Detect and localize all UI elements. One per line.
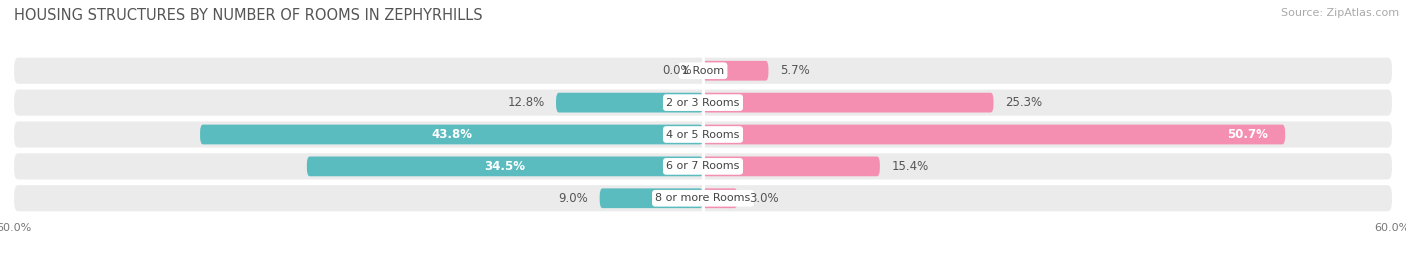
FancyBboxPatch shape <box>703 157 880 176</box>
Text: Source: ZipAtlas.com: Source: ZipAtlas.com <box>1281 8 1399 18</box>
Text: 4 or 5 Rooms: 4 or 5 Rooms <box>666 129 740 140</box>
Text: 0.0%: 0.0% <box>662 64 692 77</box>
FancyBboxPatch shape <box>599 188 703 208</box>
Text: 12.8%: 12.8% <box>508 96 544 109</box>
Text: 9.0%: 9.0% <box>558 192 588 205</box>
Text: 50.7%: 50.7% <box>1227 128 1268 141</box>
Text: 6 or 7 Rooms: 6 or 7 Rooms <box>666 161 740 171</box>
FancyBboxPatch shape <box>703 61 769 81</box>
Text: 3.0%: 3.0% <box>749 192 779 205</box>
FancyBboxPatch shape <box>14 90 1392 116</box>
FancyBboxPatch shape <box>703 125 1285 144</box>
FancyBboxPatch shape <box>703 93 994 112</box>
Text: 5.7%: 5.7% <box>780 64 810 77</box>
FancyBboxPatch shape <box>307 157 703 176</box>
FancyBboxPatch shape <box>555 93 703 112</box>
Text: 1 Room: 1 Room <box>682 66 724 76</box>
Text: 34.5%: 34.5% <box>485 160 526 173</box>
Text: HOUSING STRUCTURES BY NUMBER OF ROOMS IN ZEPHYRHILLS: HOUSING STRUCTURES BY NUMBER OF ROOMS IN… <box>14 8 482 23</box>
FancyBboxPatch shape <box>703 188 738 208</box>
Text: 25.3%: 25.3% <box>1005 96 1042 109</box>
Text: 8 or more Rooms: 8 or more Rooms <box>655 193 751 203</box>
Text: 43.8%: 43.8% <box>432 128 472 141</box>
FancyBboxPatch shape <box>14 185 1392 211</box>
FancyBboxPatch shape <box>14 153 1392 179</box>
Text: 15.4%: 15.4% <box>891 160 928 173</box>
FancyBboxPatch shape <box>14 121 1392 148</box>
FancyBboxPatch shape <box>14 58 1392 84</box>
Text: 2 or 3 Rooms: 2 or 3 Rooms <box>666 98 740 108</box>
FancyBboxPatch shape <box>200 125 703 144</box>
